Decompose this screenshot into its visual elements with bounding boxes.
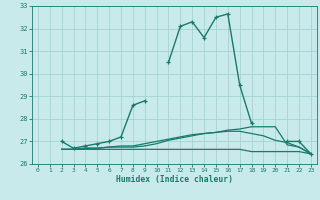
X-axis label: Humidex (Indice chaleur): Humidex (Indice chaleur)	[116, 175, 233, 184]
